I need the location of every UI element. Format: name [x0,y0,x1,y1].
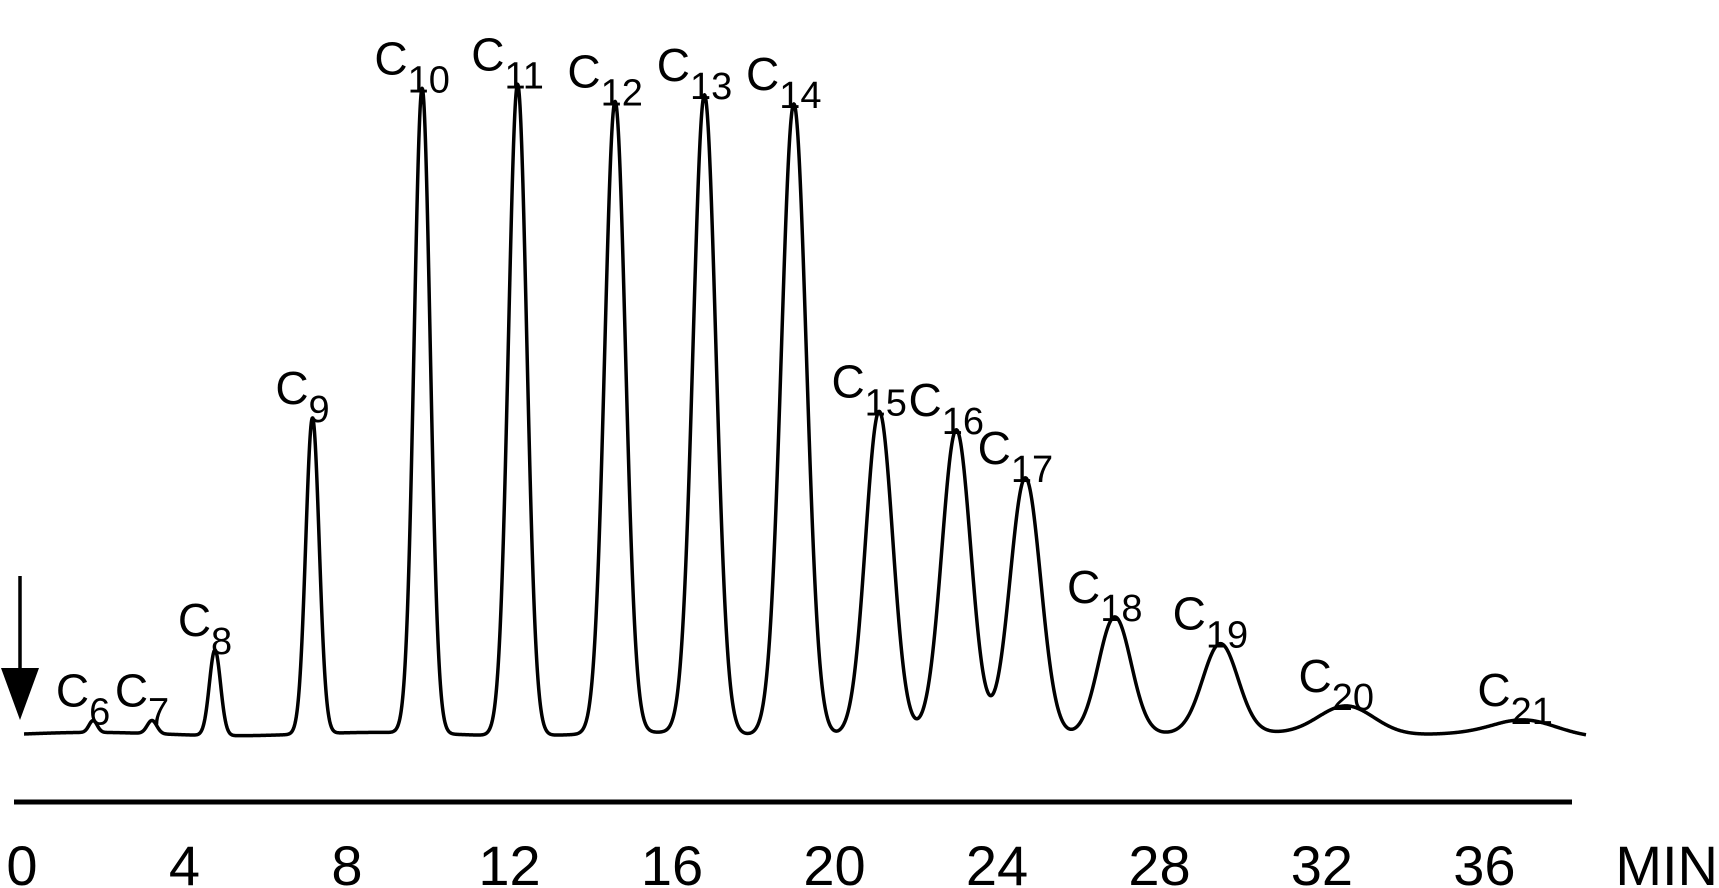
peak-label-subscript: 13 [690,66,732,108]
peak-label-c12: C12 [567,46,643,115]
peak-label-c14: C14 [746,48,822,117]
peak-label-letter: C [1477,664,1510,716]
x-tick-label-0: 0 [6,834,37,888]
peak-label-letter: C [978,422,1011,474]
x-tick-label-8: 8 [331,834,362,888]
peak-label-letter: C [1299,650,1332,702]
peak-label-c21: C21 [1477,664,1553,733]
x-tick-label-20: 20 [803,834,865,888]
peak-label-letter: C [275,362,308,414]
peak-label-letter: C [657,39,690,91]
peak-label-letter: C [746,48,779,100]
trace-group [22,82,1588,738]
peak-label-subscript: 18 [1100,588,1142,630]
peak-label-subscript: 17 [1011,449,1053,491]
peak-label-letter: C [178,594,211,646]
x-tick-label-4: 4 [169,834,200,888]
peak-label-subscript: 16 [942,401,984,443]
peak-label-letter: C [374,32,407,84]
peak-label-subscript: 9 [309,389,330,431]
chromatogram-trace [22,82,1588,738]
peak-label-letter: C [115,665,148,717]
peak-label-subscript: 14 [779,75,821,117]
peak-label-c8: C8 [178,594,232,663]
peak-label-letter: C [1173,588,1206,640]
peak-label-subscript: 21 [1511,691,1553,733]
x-unit-label: MIN [1615,834,1718,888]
peak-label-c17: C17 [978,422,1054,491]
x-tick-label-32: 32 [1291,834,1353,888]
x-tick-label-12: 12 [478,834,540,888]
peak-label-subscript: 19 [1206,615,1248,657]
peak-label-subscript: 6 [89,692,110,734]
peak-label-letter: C [471,28,504,80]
peak-label-c16: C16 [909,374,985,443]
peak-label-letter: C [1067,561,1100,613]
peak-label-subscript: 7 [148,692,169,734]
peak-label-c15: C15 [831,355,907,424]
peak-label-subscript: 10 [408,59,450,101]
peak-label-subscript: 8 [211,621,232,663]
x-tick-label-36: 36 [1453,834,1515,888]
peak-label-letter: C [567,46,600,98]
x-tick-label-24: 24 [966,834,1028,888]
x-tick-label-16: 16 [641,834,703,888]
peak-label-c18: C18 [1067,561,1143,630]
peak-label-subscript: 12 [601,73,643,115]
x-tick-label-28: 28 [1128,834,1190,888]
peak-label-subscript: 15 [865,382,907,424]
injection-arrow-head [1,668,39,720]
injection-marker-group [1,576,39,720]
peak-label-letter: C [909,374,942,426]
peak-label-subscript: 11 [504,55,543,97]
peak-label-c19: C19 [1173,588,1249,657]
peak-label-c11: C11 [471,28,544,97]
peak-label-c6: C6 [56,665,110,734]
peak-label-letter: C [831,355,864,407]
peak-label-c13: C13 [657,39,733,108]
peak-label-letter: C [56,665,89,717]
peak-label-c9: C9 [275,362,329,431]
time-axis-group: 0 4 8 12 16 20 24 28 32 36 MIN [6,799,1718,888]
peak-label-c20: C20 [1299,650,1375,719]
peak-label-c10: C10 [374,32,450,101]
peak-label-subscript: 20 [1332,677,1374,719]
peak-label-c7: C7 [115,665,169,734]
